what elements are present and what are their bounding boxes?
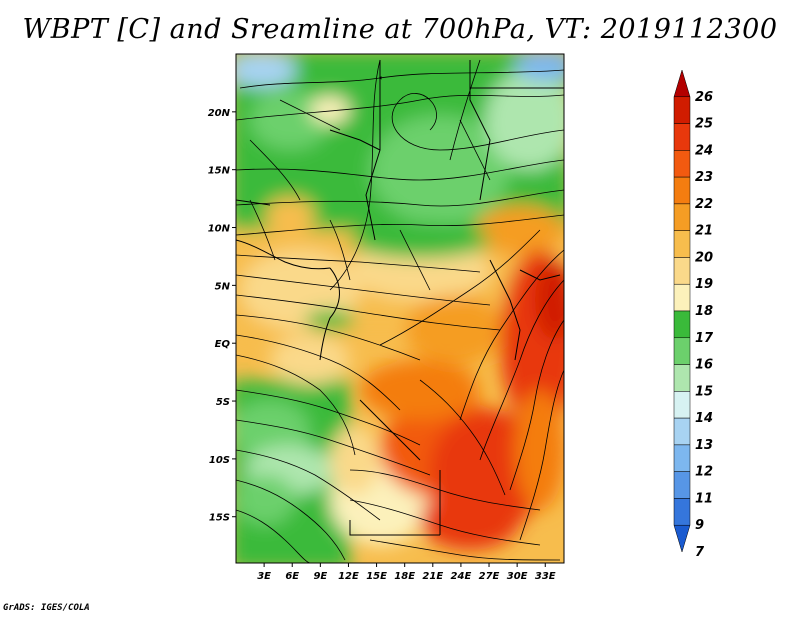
colorbar-swatch xyxy=(673,524,691,553)
x-tick-label: 3E xyxy=(257,571,271,582)
x-tick-label: 24E xyxy=(451,571,472,582)
y-tick-label: 5N xyxy=(215,281,231,292)
country-borders xyxy=(236,60,564,536)
colorbar-swatch xyxy=(673,69,691,98)
colorbar-level-label: 19 xyxy=(695,277,713,292)
x-tick-label: 27E xyxy=(479,571,500,582)
colorbar-level-label: 20 xyxy=(695,250,713,265)
colorbar-level-label: 11 xyxy=(695,491,713,506)
colorbar-level-label: 21 xyxy=(695,224,713,239)
y-tick-label: 15N xyxy=(208,166,231,177)
map-frame xyxy=(235,53,565,564)
colorbar-level-label: 13 xyxy=(695,438,713,453)
x-tick-label: 9E xyxy=(313,571,327,582)
grads-credit: GrADS: IGES/COLA xyxy=(3,603,90,613)
wbpt-field xyxy=(236,54,564,563)
x-tick-label: 33E xyxy=(535,571,556,582)
y-tick-label: 10N xyxy=(208,224,231,235)
colorbar-level-label: 22 xyxy=(695,197,713,212)
colorbar-level-label: 18 xyxy=(695,304,713,319)
x-tick-label: 6E xyxy=(285,571,299,582)
longitude-axis: 3E 6E 9E 12E 15E 18E 21E 24E 27E 30E 33E xyxy=(257,563,556,582)
colorbar-level-label: 7 xyxy=(695,545,705,560)
colorbar-swatch xyxy=(673,230,691,258)
colorbar-swatch xyxy=(673,444,691,472)
colorbar-swatch xyxy=(673,364,691,392)
colorbar-swatch xyxy=(673,257,691,285)
colorbar-swatch xyxy=(673,96,691,124)
colorbar-level-label: 14 xyxy=(695,411,713,426)
x-tick-label: 15E xyxy=(366,571,387,582)
colorbar-swatch xyxy=(673,391,691,419)
y-tick-label: EQ xyxy=(215,339,231,350)
colorbar-level-label: 25 xyxy=(695,117,713,132)
colorbar-level-label: 12 xyxy=(695,465,713,480)
colorbar-level-label: 9 xyxy=(695,518,704,533)
colorbar-swatch xyxy=(673,417,691,446)
colorbar-swatch xyxy=(673,150,691,178)
x-tick-label: 12E xyxy=(338,571,359,582)
colorbar-swatch xyxy=(673,310,691,339)
y-tick-label: 10S xyxy=(209,455,230,466)
latitude-axis: 20N 15N 10N 5N EQ 5S 10S 15S xyxy=(208,108,236,524)
colorbar-level-label: 15 xyxy=(695,384,713,399)
colorbar-swatch xyxy=(673,283,691,312)
colorbar-level-label: 24 xyxy=(695,143,713,158)
colorbar-level-label: 26 xyxy=(695,90,713,105)
y-tick-label: 20N xyxy=(208,108,231,119)
colorbar-swatch xyxy=(673,203,691,231)
colorbar-swatch xyxy=(673,123,691,151)
colorbar-swatch xyxy=(673,337,691,365)
y-tick-label: 5S xyxy=(216,397,230,408)
y-tick-label: 15S xyxy=(209,513,230,524)
colorbar-level-label: 16 xyxy=(695,358,713,373)
x-tick-label: 30E xyxy=(507,571,528,582)
colorbar: 26 25 24 23 22 21 20 19 18 17 16 15 14 13 12 11 9 7 xyxy=(673,69,714,560)
colorbar-swatch xyxy=(673,498,691,526)
colorbar-swatch xyxy=(673,176,691,205)
colorbar-level-label: 23 xyxy=(695,170,713,185)
colorbar-level-label: 17 xyxy=(695,331,714,346)
x-tick-label: 21E xyxy=(422,571,443,582)
chart-title: WBPT [C] and Sreamline at 700hPa, VT: 20… xyxy=(22,14,778,45)
x-tick-label: 18E xyxy=(394,571,415,582)
colorbar-swatch xyxy=(673,471,691,499)
